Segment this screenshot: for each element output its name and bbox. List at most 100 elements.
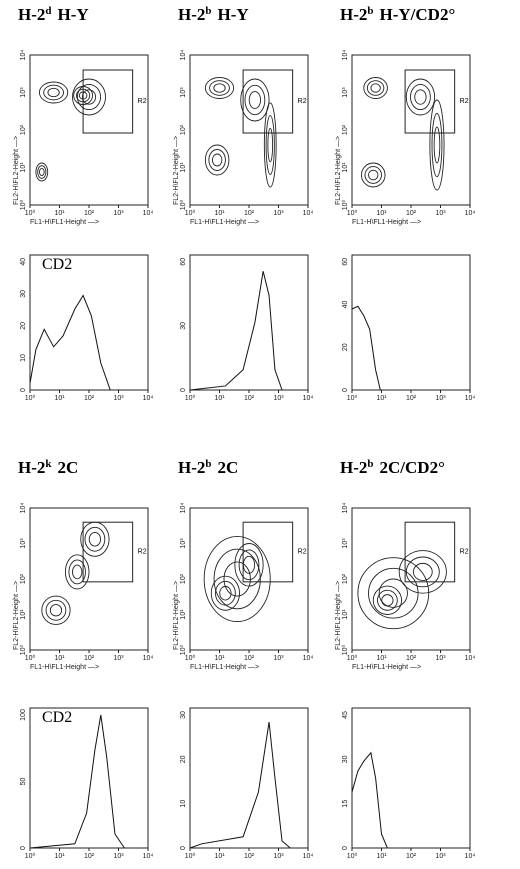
x-tick-label: 10² [84, 395, 95, 402]
gate-label: R2 [138, 98, 147, 105]
contour-line [265, 115, 275, 175]
y-tick-label: 10⁰ [341, 200, 349, 211]
x-tick-label: 10³ [113, 210, 124, 217]
y-tick-label: 0 [20, 388, 27, 392]
x-tick-label: 10⁰ [347, 209, 358, 217]
plot-frame [189, 54, 309, 206]
x-tick-label: 10³ [435, 655, 446, 662]
contour-line [211, 153, 223, 167]
x-tick-label: 10⁰ [185, 394, 196, 402]
x-tick-label: 10² [244, 853, 255, 860]
x-tick-label: 10⁴ [143, 210, 154, 217]
x-tick-label: 10² [244, 210, 255, 217]
contour-line [378, 578, 408, 608]
x-tick-label: 10³ [113, 395, 124, 402]
x-tick-label: 10³ [273, 210, 284, 217]
contour-panel: 10⁰ 10¹ 10² 10³ 10⁴ H-2b 2C/CD2° 10⁰ 10¹ 10² 10³ 10… [335, 458, 475, 671]
marker-label: CD2 [42, 256, 72, 273]
x-tick-label: 10³ [273, 853, 284, 860]
x-axis-label: FL1-H\FL1-Height —> [190, 664, 259, 671]
title-part: b [367, 458, 373, 470]
plot-frame [351, 254, 471, 391]
x-tick-label: 10⁴ [465, 395, 476, 402]
panel-title: H-2b 2C [178, 458, 238, 477]
contour-line [209, 80, 230, 96]
y-tick-label: 20 [20, 322, 27, 330]
histogram-outline [189, 271, 283, 391]
y-tick-label: 10⁴ [20, 503, 27, 514]
contour-line [368, 169, 379, 181]
contour-line [429, 99, 445, 191]
contour-line [431, 113, 443, 177]
contour-line [381, 594, 394, 607]
title-part: 2C/CD2° [380, 458, 445, 477]
y-tick-label: 10 [180, 800, 187, 808]
x-tick-label: 10⁰ [347, 394, 358, 402]
x-tick-label: 10² [84, 655, 95, 662]
y-tick-label: 20 [180, 755, 187, 763]
x-tick-label: 10⁴ [303, 853, 314, 860]
plot-frame [29, 707, 149, 849]
contour-line [210, 575, 241, 611]
x-tick-label: 10¹ [54, 210, 65, 217]
x-tick-label: 10³ [113, 655, 124, 662]
x-tick-label: 10⁴ [465, 210, 476, 217]
y-tick-label: 10 [20, 354, 27, 362]
contour-line [35, 162, 49, 182]
x-tick-label: 10⁰ [347, 654, 358, 662]
title-part: b [205, 458, 211, 470]
x-tick-label: 10⁴ [303, 655, 314, 662]
x-axis-label: FL1-H\FL1-Height —> [30, 219, 99, 226]
y-tick-label: 0 [180, 846, 187, 850]
histogram-outline [351, 751, 388, 849]
x-tick-label: 10² [84, 853, 95, 860]
x-tick-label: 10² [406, 210, 417, 217]
contour-line [213, 548, 261, 610]
y-tick-label: 50 [20, 778, 27, 786]
panel-title: H-2k 2C [18, 458, 78, 477]
contour-line [364, 166, 382, 184]
contour-line [267, 127, 274, 163]
contour-line [84, 526, 106, 552]
x-tick-label: 10³ [435, 210, 446, 217]
x-tick-label: 10⁰ [25, 394, 36, 402]
y-tick-label: 10¹ [180, 162, 187, 173]
panel-title: H-2b 2C/CD2° [340, 458, 445, 477]
marker-label: CD2 [42, 709, 72, 726]
y-tick-label: 10⁴ [180, 50, 187, 61]
contour-line [88, 531, 102, 547]
x-tick-label: 10¹ [376, 655, 387, 662]
x-tick-label: 10² [406, 395, 417, 402]
y-axis-label: FL2-H\FL2-Height —> [13, 136, 20, 205]
x-tick-label: 10³ [113, 853, 124, 860]
y-tick-label: 10² [342, 124, 349, 135]
title-part: H-Y [58, 5, 89, 24]
x-tick-label: 10³ [273, 655, 284, 662]
plot-frame [189, 707, 309, 849]
title-part: 2C [58, 458, 79, 477]
plot-frame [29, 54, 149, 206]
contour-line [370, 83, 381, 93]
panel-title: H-2b H-Y/CD2° [340, 5, 455, 24]
x-tick-label: 10² [406, 853, 417, 860]
gate-r2 [242, 521, 294, 583]
contour-panel: 10⁰ 10¹ 10² 10³ 10⁴ H-2b H-Y/CD2° 10⁰ 10¹ 10² 10³ 1… [335, 5, 475, 226]
y-tick-label: 10⁰ [19, 200, 27, 211]
contour-line [81, 89, 97, 105]
y-tick-label: 10² [342, 573, 349, 584]
panel-title: H-2d H-Y [18, 5, 89, 24]
histogram-outline [351, 305, 381, 391]
y-tick-label: 100 [20, 709, 27, 721]
x-axis-label: FL1-H\FL1-Height —> [352, 664, 421, 671]
y-axis-label: FL2-H\FL2-Height —> [13, 581, 20, 650]
gate-r2 [404, 69, 456, 134]
y-tick-label: 30 [180, 711, 187, 719]
hist-panel: 10⁰ 10¹ 10² 10³ 10⁴ 0 10 20 30 40 CD2 [20, 254, 153, 402]
contour-line [215, 580, 236, 606]
y-tick-label: 10² [20, 573, 27, 584]
contour-line [204, 144, 230, 176]
y-axis-label: FL2-H\FL2-Height —> [335, 581, 342, 650]
y-tick-label: 10³ [342, 538, 349, 549]
y-axis-label: FL2-H\FL2-Height —> [173, 581, 180, 650]
hist-panel: 10⁰ 10¹ 10² 10³ 10⁴ 0 20 40 60 [342, 254, 476, 402]
